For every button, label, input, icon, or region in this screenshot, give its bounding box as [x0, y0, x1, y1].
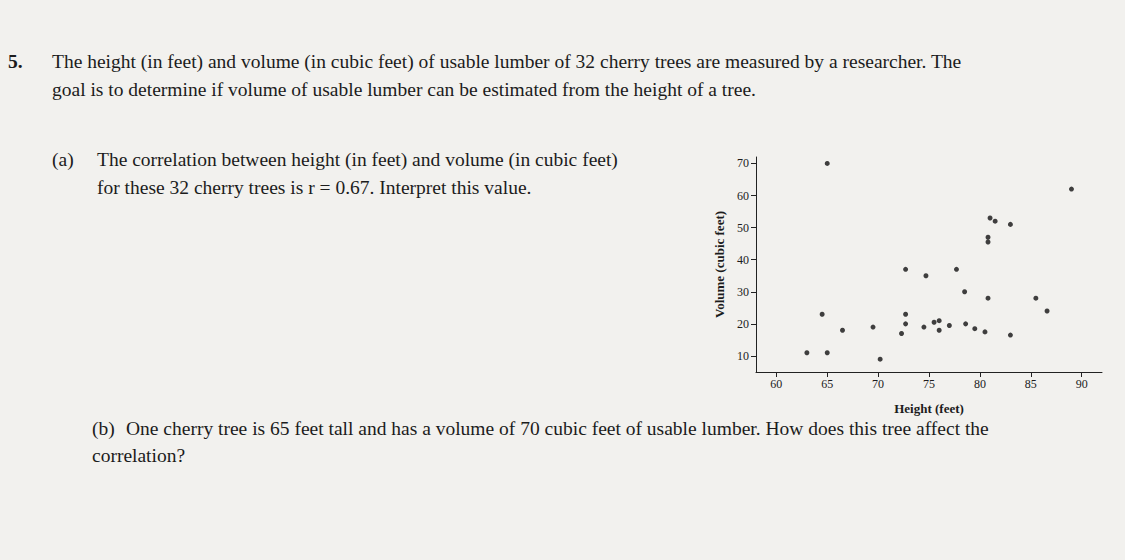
html-text:(b): (b) [92, 418, 115, 439]
svg-text:75: 75 [923, 377, 935, 391]
svg-text:40: 40 [737, 253, 749, 267]
html-text:One cherry tree is 65 feet tal: One cherry tree is 65 feet tall and has … [126, 418, 989, 439]
html-text:The correlation between height: The correlation between height (in feet)… [97, 149, 618, 170]
svg-text:10: 10 [737, 349, 749, 363]
svg-text:65: 65 [821, 377, 833, 391]
svg-text:60: 60 [770, 377, 782, 391]
html-text:for these 32 cherry trees is r: for these 32 cherry trees is r = 0.67. I… [97, 177, 532, 198]
svg-text:70: 70 [872, 377, 884, 391]
html-text:5.: 5. [8, 51, 23, 72]
svg-text:80: 80 [974, 377, 986, 391]
svg-text:50: 50 [737, 221, 749, 235]
svg-text:70: 70 [737, 156, 749, 170]
svg-text:30: 30 [737, 285, 749, 299]
html-text:goal is to determine if volume: goal is to determine if volume of usable… [52, 79, 756, 100]
svg-text:Height (feet): Height (feet) [894, 401, 964, 416]
svg-text:20: 20 [737, 317, 749, 331]
html-text:(a): (a) [52, 149, 74, 170]
svg-text:Volume (cubic feet): Volume (cubic feet) [712, 211, 727, 318]
svg-text:85: 85 [1025, 377, 1037, 391]
svg-text:90: 90 [1076, 377, 1088, 391]
html-text:correlation?: correlation? [92, 445, 186, 466]
svg-text:60: 60 [737, 189, 749, 203]
html-text:The height (in feet) and volum: The height (in feet) and volume (in cubi… [52, 51, 962, 72]
